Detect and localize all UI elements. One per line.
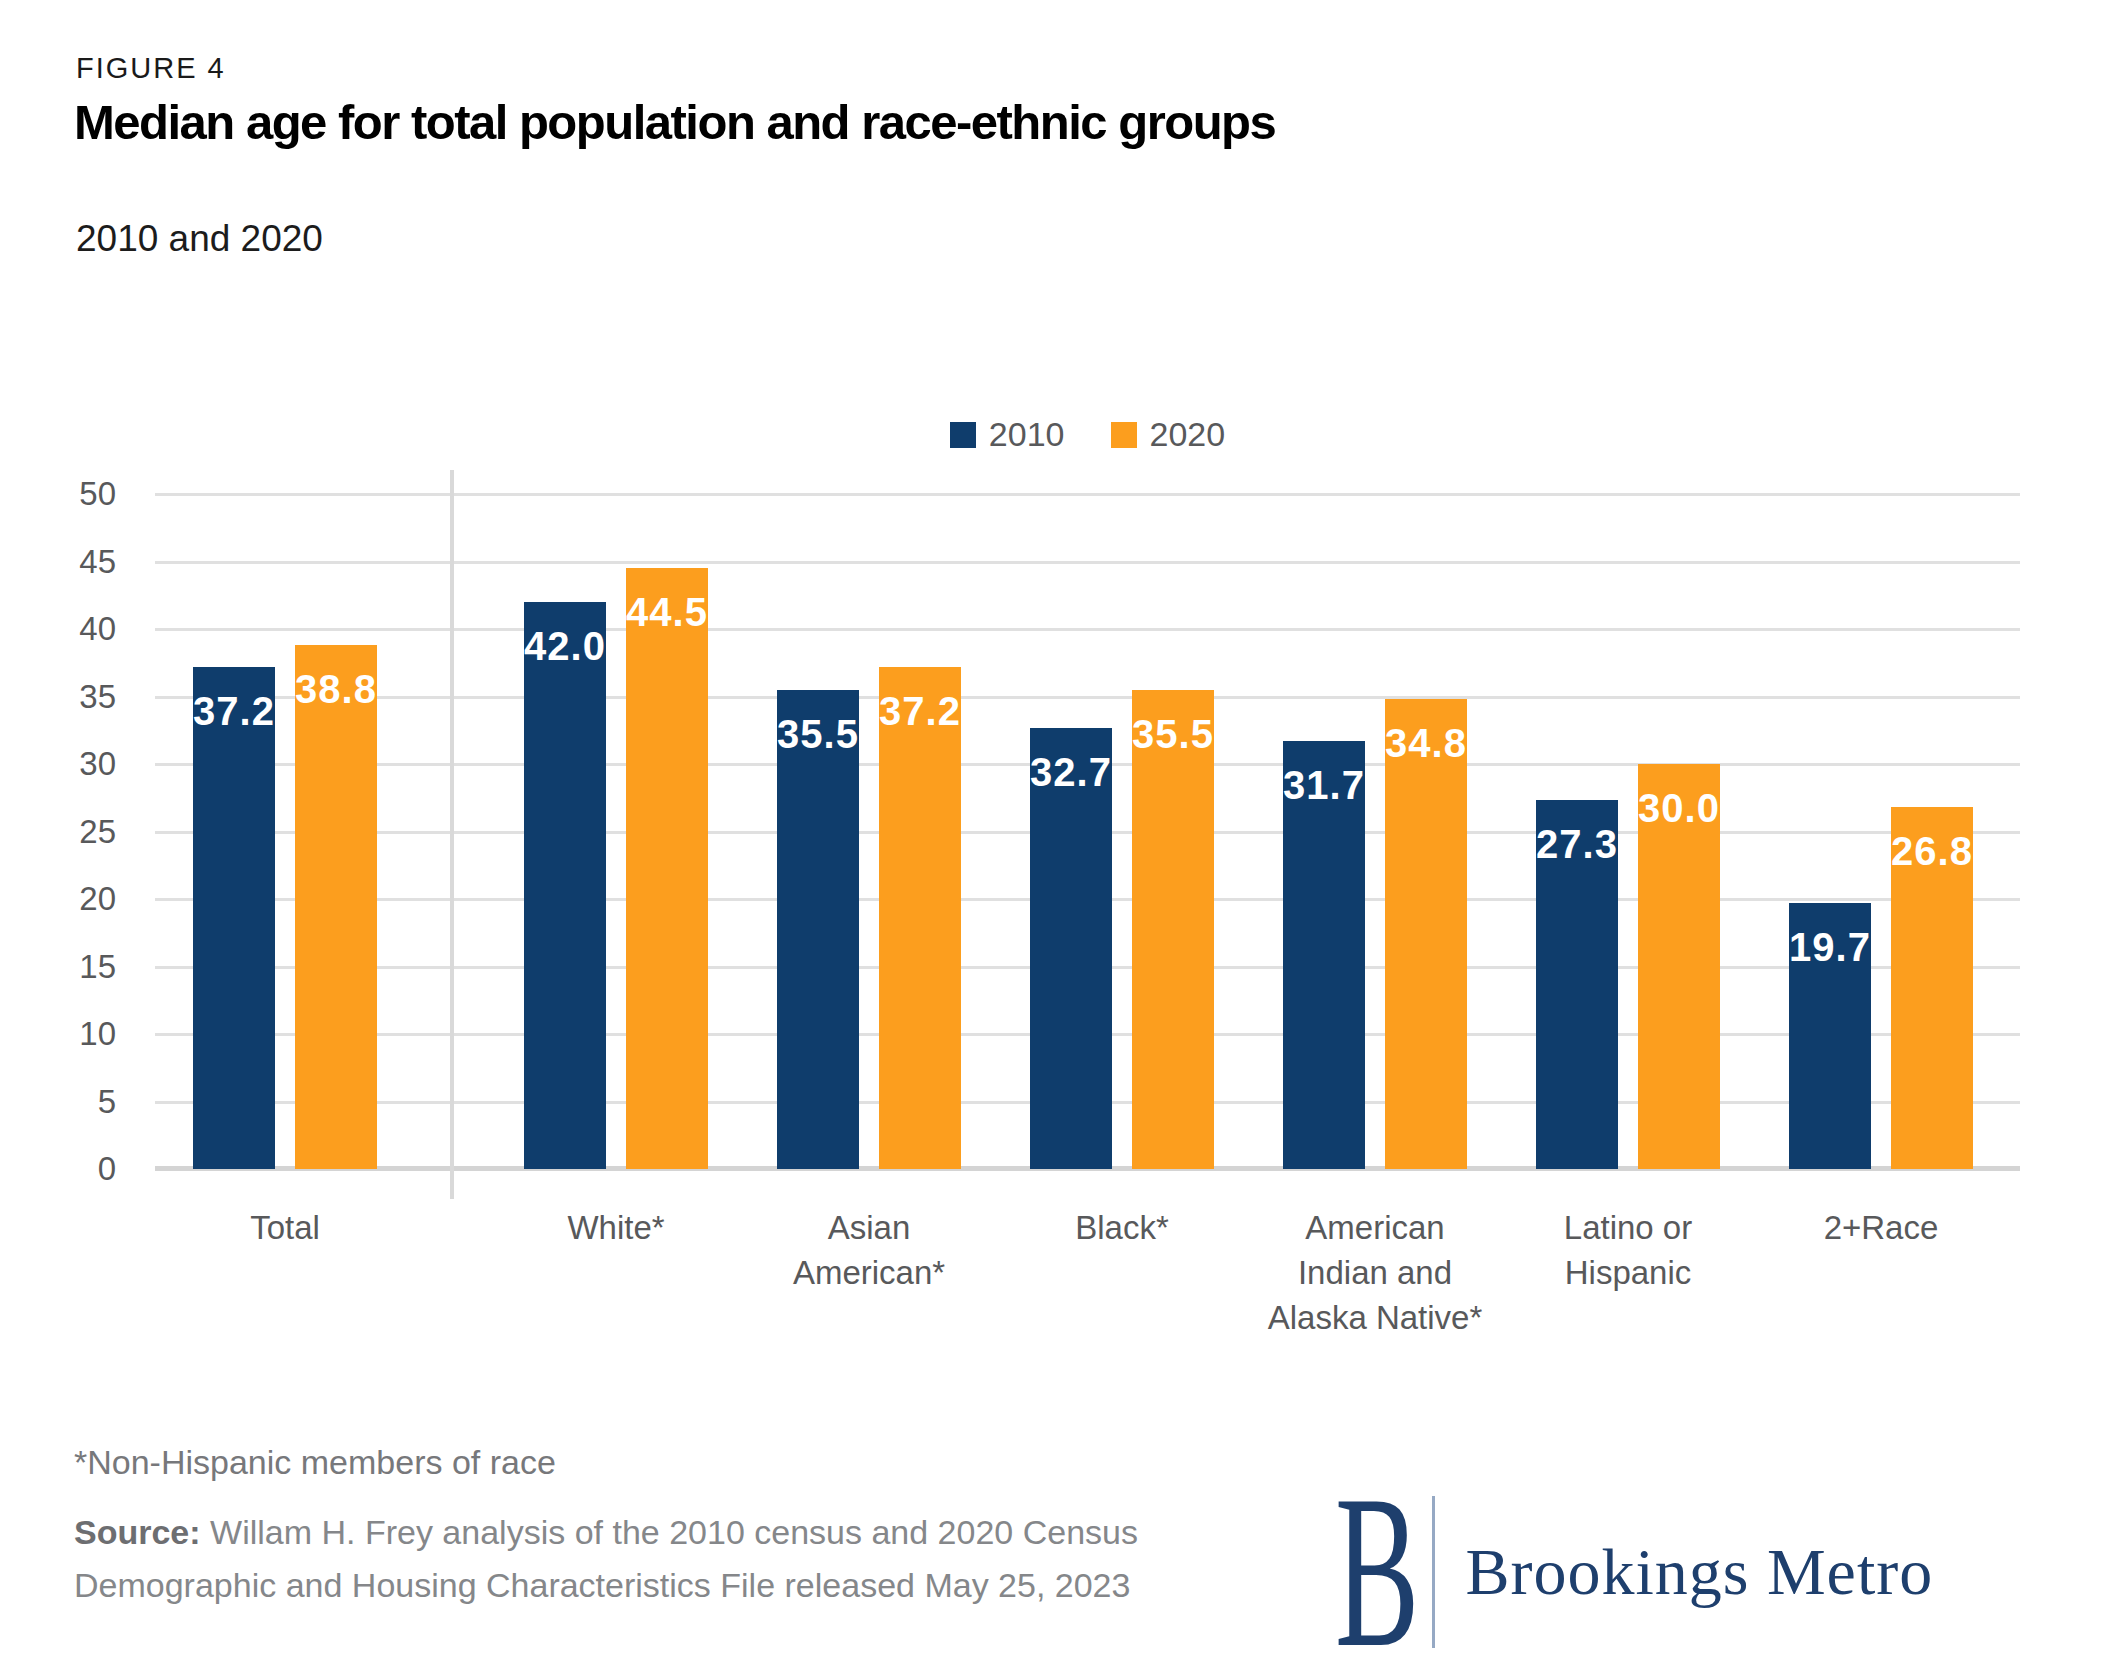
bar-value-label: 42.0 [524, 602, 606, 669]
bar-value-label: 27.3 [1536, 800, 1618, 867]
y-axis-tick-35: 35 [38, 675, 116, 719]
legend-item-2020: 2020 [1111, 415, 1226, 454]
y-axis-tick-50: 50 [38, 472, 116, 516]
brookings-metro-logo: B Brookings Metro [1335, 1488, 1933, 1656]
bar-value-label: 37.2 [879, 667, 961, 734]
legend-swatch-2010 [950, 422, 976, 448]
bar-2020-total: 38.8 [295, 645, 377, 1169]
y-axis-tick-45: 45 [38, 540, 116, 584]
brookings-b-monogram: B [1335, 1492, 1419, 1652]
legend-swatch-2020 [1111, 422, 1137, 448]
logo-wordmark: Brookings Metro [1465, 1534, 1933, 1610]
bar-2020-black-: 35.5 [1132, 690, 1214, 1169]
bar-value-label: 30.0 [1638, 764, 1720, 831]
gridline-45 [155, 561, 2020, 564]
footnote: *Non-Hispanic members of race [74, 1443, 556, 1482]
bar-2010-american: 31.7 [1283, 741, 1365, 1169]
legend-label-2010: 2010 [989, 415, 1065, 454]
source-note: Source: Willam H. Frey analysis of the 2… [74, 1506, 1254, 1612]
y-axis-tick-5: 5 [38, 1080, 116, 1124]
bar-2020-latino-or: 30.0 [1638, 764, 1720, 1169]
bar-2010-white-: 42.0 [524, 602, 606, 1169]
y-axis-tick-0: 0 [38, 1147, 116, 1191]
figure-number: FIGURE 4 [76, 52, 226, 85]
bar-value-label: 38.8 [295, 645, 377, 712]
bar-value-label: 19.7 [1789, 903, 1871, 970]
bar-2010-2-race: 19.7 [1789, 903, 1871, 1169]
bar-value-label: 37.2 [193, 667, 275, 734]
bar-chart-plot-area: 0510152025303540455037.238.8Total42.044.… [155, 494, 2020, 1169]
total-group-separator-line [450, 470, 454, 1199]
y-axis-tick-10: 10 [38, 1012, 116, 1056]
source-text: Willam H. Frey analysis of the 2010 cens… [74, 1513, 1138, 1604]
x-axis-label-2-race: 2+Race [1691, 1205, 2071, 1250]
gridline-50 [155, 493, 2020, 496]
bar-2020-white-: 44.5 [626, 568, 708, 1169]
bar-value-label: 32.7 [1030, 728, 1112, 795]
y-axis-tick-15: 15 [38, 945, 116, 989]
y-axis-tick-30: 30 [38, 742, 116, 786]
legend: 2010 2020 [155, 415, 2020, 454]
bar-value-label: 31.7 [1283, 741, 1365, 808]
bar-2020-2-race: 26.8 [1891, 807, 1973, 1169]
legend-label-2020: 2020 [1150, 415, 1226, 454]
gridline-40 [155, 628, 2020, 631]
bar-value-label: 26.8 [1891, 807, 1973, 874]
y-axis-tick-40: 40 [38, 607, 116, 651]
bar-2010-total: 37.2 [193, 667, 275, 1169]
y-axis-tick-25: 25 [38, 810, 116, 854]
bar-value-label: 44.5 [626, 568, 708, 635]
chart-subtitle: 2010 and 2020 [76, 218, 323, 260]
logo-divider [1432, 1496, 1435, 1648]
bar-value-label: 34.8 [1385, 699, 1467, 766]
chart-title: Median age for total population and race… [74, 94, 1275, 150]
gridline-35 [155, 696, 2020, 699]
bar-2010-black-: 32.7 [1030, 728, 1112, 1169]
x-axis-label-total: Total [95, 1205, 475, 1250]
bar-2010-latino-or: 27.3 [1536, 800, 1618, 1169]
bar-2020-asian: 37.2 [879, 667, 961, 1169]
bar-2020-american: 34.8 [1385, 699, 1467, 1169]
bar-value-label: 35.5 [777, 690, 859, 757]
y-axis-tick-20: 20 [38, 877, 116, 921]
bar-2010-asian: 35.5 [777, 690, 859, 1169]
bar-value-label: 35.5 [1132, 690, 1214, 757]
legend-item-2010: 2010 [950, 415, 1065, 454]
source-label: Source: [74, 1513, 201, 1551]
